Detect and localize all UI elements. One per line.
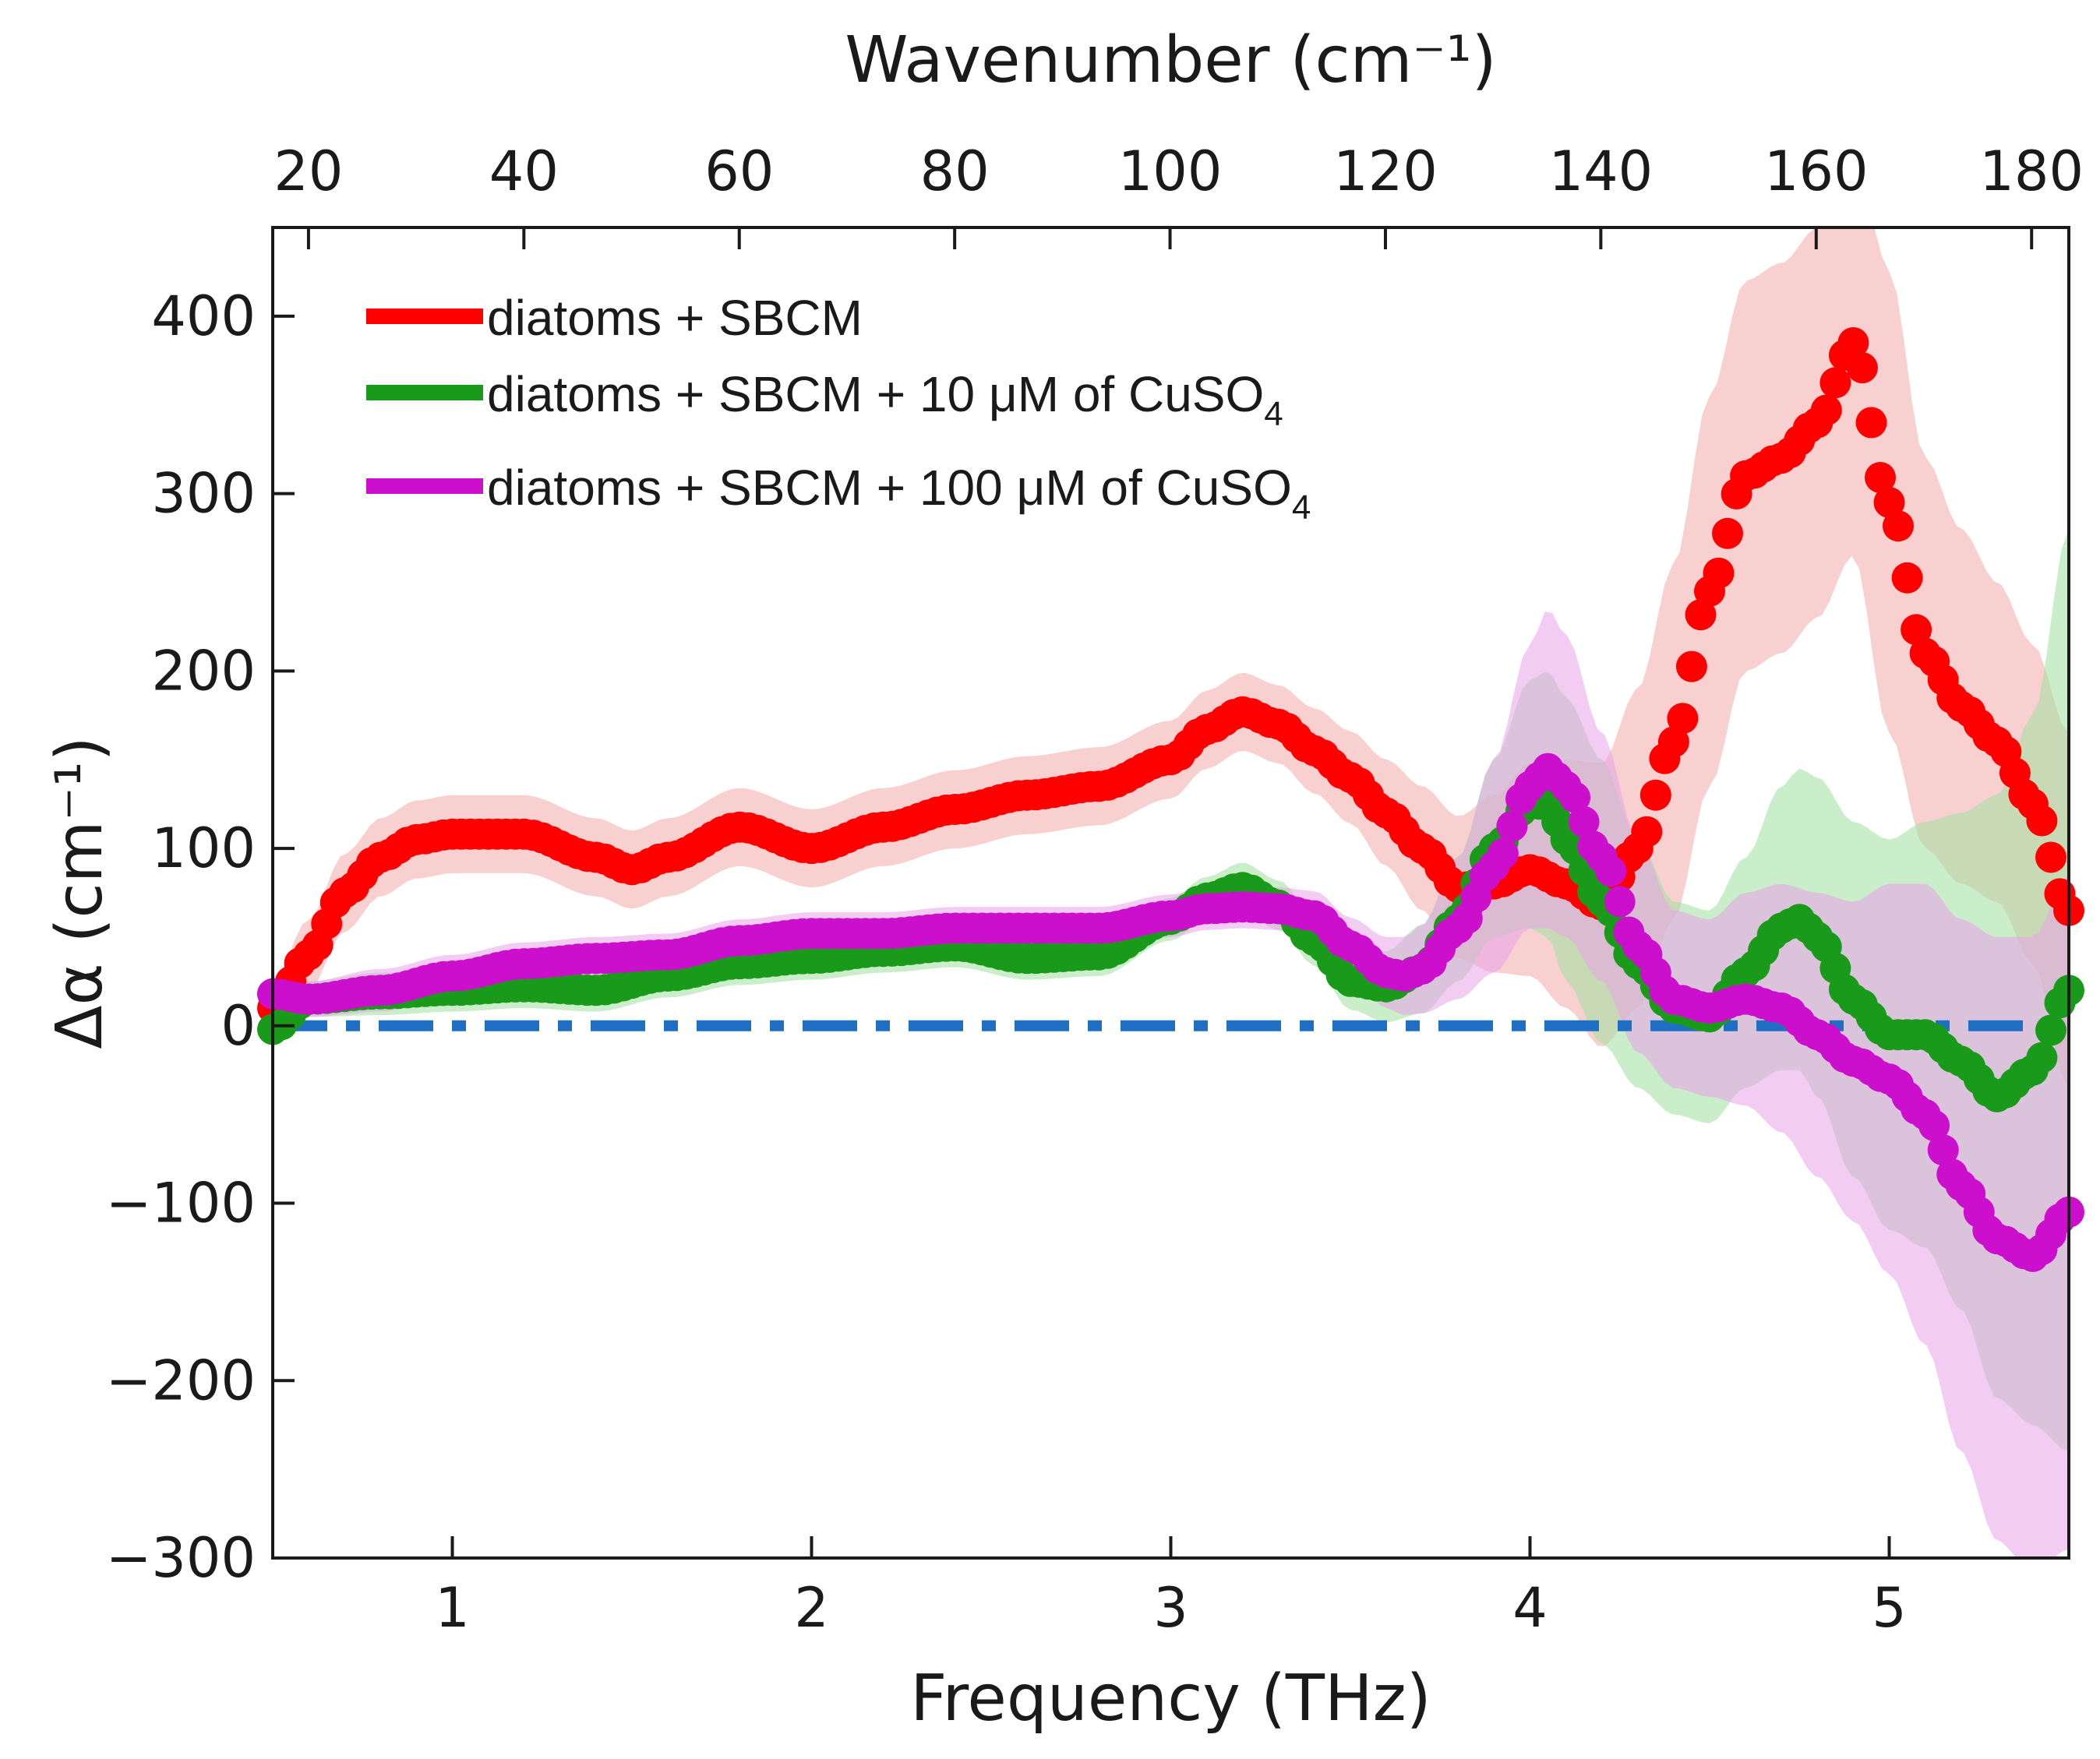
data-point — [1559, 781, 1591, 813]
data-point — [1712, 517, 1743, 549]
top-tick-label: 120 — [1333, 139, 1438, 203]
data-point — [1819, 367, 1851, 399]
x-tick-label: 4 — [1512, 1576, 1548, 1640]
data-point — [1873, 487, 1905, 518]
axis-ticks: 1 2 3 4 5 −300 −200 −100 0 100 200 300 400 20 40 60 80 10… — [106, 139, 2084, 1640]
top-tick-label: 20 — [274, 139, 343, 203]
top-tick-label: 80 — [920, 139, 990, 203]
data-point — [1657, 726, 1689, 758]
data-point — [1918, 1109, 1950, 1141]
x-tick-label: 5 — [1872, 1576, 1907, 1640]
data-point — [1837, 327, 1869, 358]
y-tick-label: 0 — [221, 994, 256, 1058]
data-point — [2026, 805, 2058, 837]
x-tick-label: 2 — [794, 1576, 829, 1640]
data-point — [1846, 352, 1878, 384]
top-tick-label: 180 — [1979, 139, 2084, 203]
data-point — [1901, 614, 1932, 646]
x-axis-title: Frequency (THz) — [910, 1662, 1431, 1736]
data-point — [1891, 562, 1923, 594]
top-tick-label: 60 — [704, 139, 774, 203]
legend-label: diatoms + SBCM + 10 μM of CuSO4 — [487, 366, 1283, 433]
top-tick-label: 140 — [1549, 139, 1654, 203]
data-point — [1685, 599, 1717, 631]
data-point — [1568, 805, 1600, 837]
data-point — [1865, 462, 1896, 493]
axis-titles: Frequency (THz) Wavenumber (cm⁻¹) Δα (cm⁻¹… — [43, 23, 1497, 1736]
data-point — [1496, 810, 1528, 842]
data-point — [1631, 816, 1663, 848]
top-tick-label: 100 — [1118, 139, 1223, 203]
top-tick-label: 40 — [489, 139, 559, 203]
top-axis-title: Wavenumber (cm⁻¹) — [845, 23, 1496, 97]
legend: diatoms + SBCM diatoms + SBCM + 10 μM of … — [366, 290, 1311, 527]
data-point — [2035, 841, 2066, 873]
data-point — [1703, 557, 1735, 589]
data-point — [1604, 886, 1636, 918]
y-tick-label: 300 — [151, 462, 256, 526]
y-tick-label: 200 — [151, 639, 256, 703]
top-tick-label: 160 — [1764, 139, 1869, 203]
data-point — [1927, 1134, 1959, 1166]
legend-label: diatoms + SBCM + 100 μM of CuSO4 — [487, 460, 1311, 527]
series-3-markers — [257, 753, 2084, 1272]
x-tick-label: 3 — [1153, 1576, 1188, 1640]
data-point — [2026, 1042, 2058, 1073]
y-tick-label: −100 — [106, 1172, 256, 1236]
legend-label: diatoms + SBCM — [487, 290, 863, 346]
data-point — [1883, 510, 1914, 542]
y-axis-title: Δα (cm⁻¹) — [43, 736, 117, 1049]
x-tick-label: 1 — [435, 1576, 470, 1640]
y-tick-label: 100 — [151, 816, 256, 880]
data-point — [1675, 650, 1707, 682]
data-point — [1639, 779, 1671, 811]
data-point — [1855, 407, 1887, 439]
data-point — [2035, 1014, 2066, 1046]
data-point — [1667, 703, 1699, 735]
data-point — [1595, 855, 1627, 887]
data-point — [1810, 394, 1842, 426]
y-tick-label: −200 — [106, 1348, 256, 1412]
y-tick-label: −300 — [106, 1526, 256, 1590]
y-tick-label: 400 — [151, 284, 256, 348]
data-point — [1487, 837, 1519, 869]
data-series — [257, 327, 2084, 1272]
